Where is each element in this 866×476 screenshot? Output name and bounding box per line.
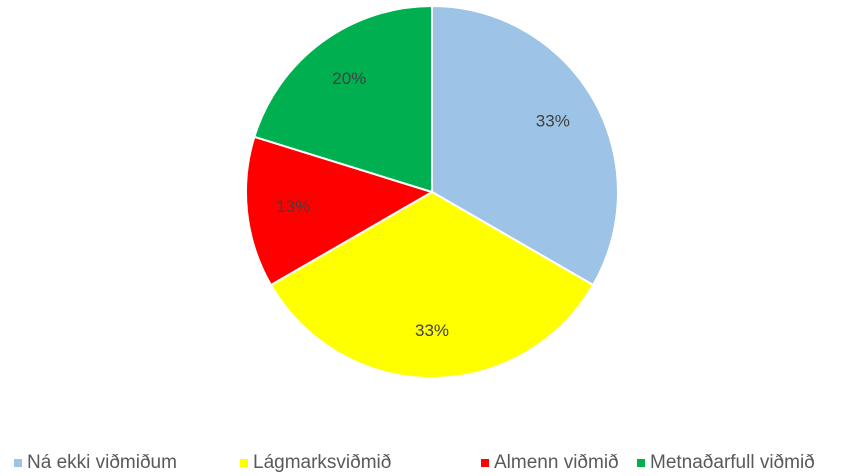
data-label: 33% [536, 112, 570, 131]
pie-slice [253, 4, 433, 194]
legend-swatch [637, 459, 645, 467]
data-label: 20% [332, 69, 366, 88]
legend-label: Lágmarksviðmið [253, 452, 391, 473]
pie-slice [245, 135, 435, 287]
legend-label: Metnaðarfull viðmið [650, 452, 815, 473]
legend-swatch [14, 459, 22, 467]
legend-swatch [481, 459, 489, 467]
legend-label: Ná ekki viðmiðum [27, 452, 177, 473]
data-label: 13% [276, 197, 310, 216]
data-label: 33% [415, 321, 449, 340]
legend-label: Almenn viðmið [494, 452, 619, 473]
legend-swatch [240, 459, 248, 467]
pie-slice [431, 4, 619, 287]
pie-slice [269, 190, 595, 379]
